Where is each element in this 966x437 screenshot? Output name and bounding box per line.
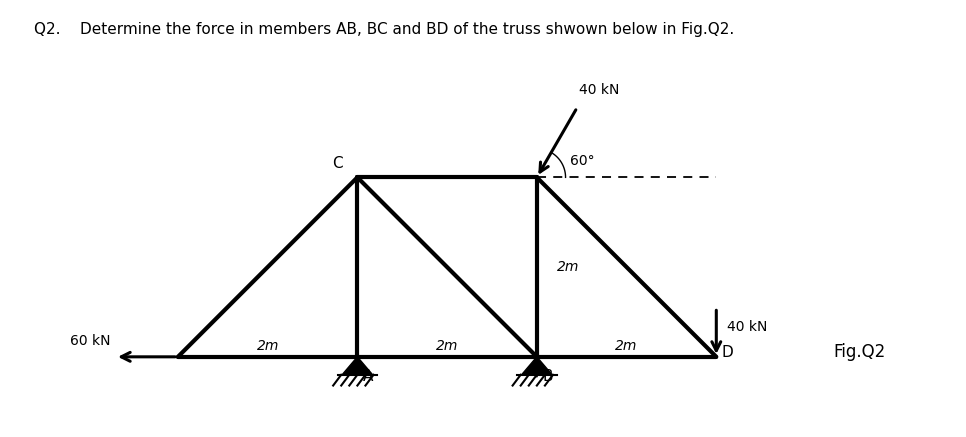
- Polygon shape: [342, 357, 373, 375]
- Text: D: D: [722, 345, 733, 360]
- Text: 60°: 60°: [570, 154, 595, 168]
- Text: 2m: 2m: [256, 339, 279, 353]
- Text: 40 kN: 40 kN: [579, 83, 619, 97]
- Polygon shape: [522, 357, 553, 375]
- Text: A: A: [363, 369, 373, 384]
- Text: 2m: 2m: [557, 260, 580, 274]
- Text: 60 kN: 60 kN: [71, 334, 111, 348]
- Text: B: B: [542, 369, 553, 384]
- Text: 2m: 2m: [436, 339, 458, 353]
- Text: 2m: 2m: [615, 339, 638, 353]
- Text: Q2.    Determine the force in members AB, BC and BD of the truss shwown below in: Q2. Determine the force in members AB, B…: [34, 22, 734, 37]
- Text: Fig.Q2: Fig.Q2: [833, 343, 885, 361]
- Text: C: C: [332, 156, 343, 171]
- Text: 40 kN: 40 kN: [727, 320, 767, 334]
